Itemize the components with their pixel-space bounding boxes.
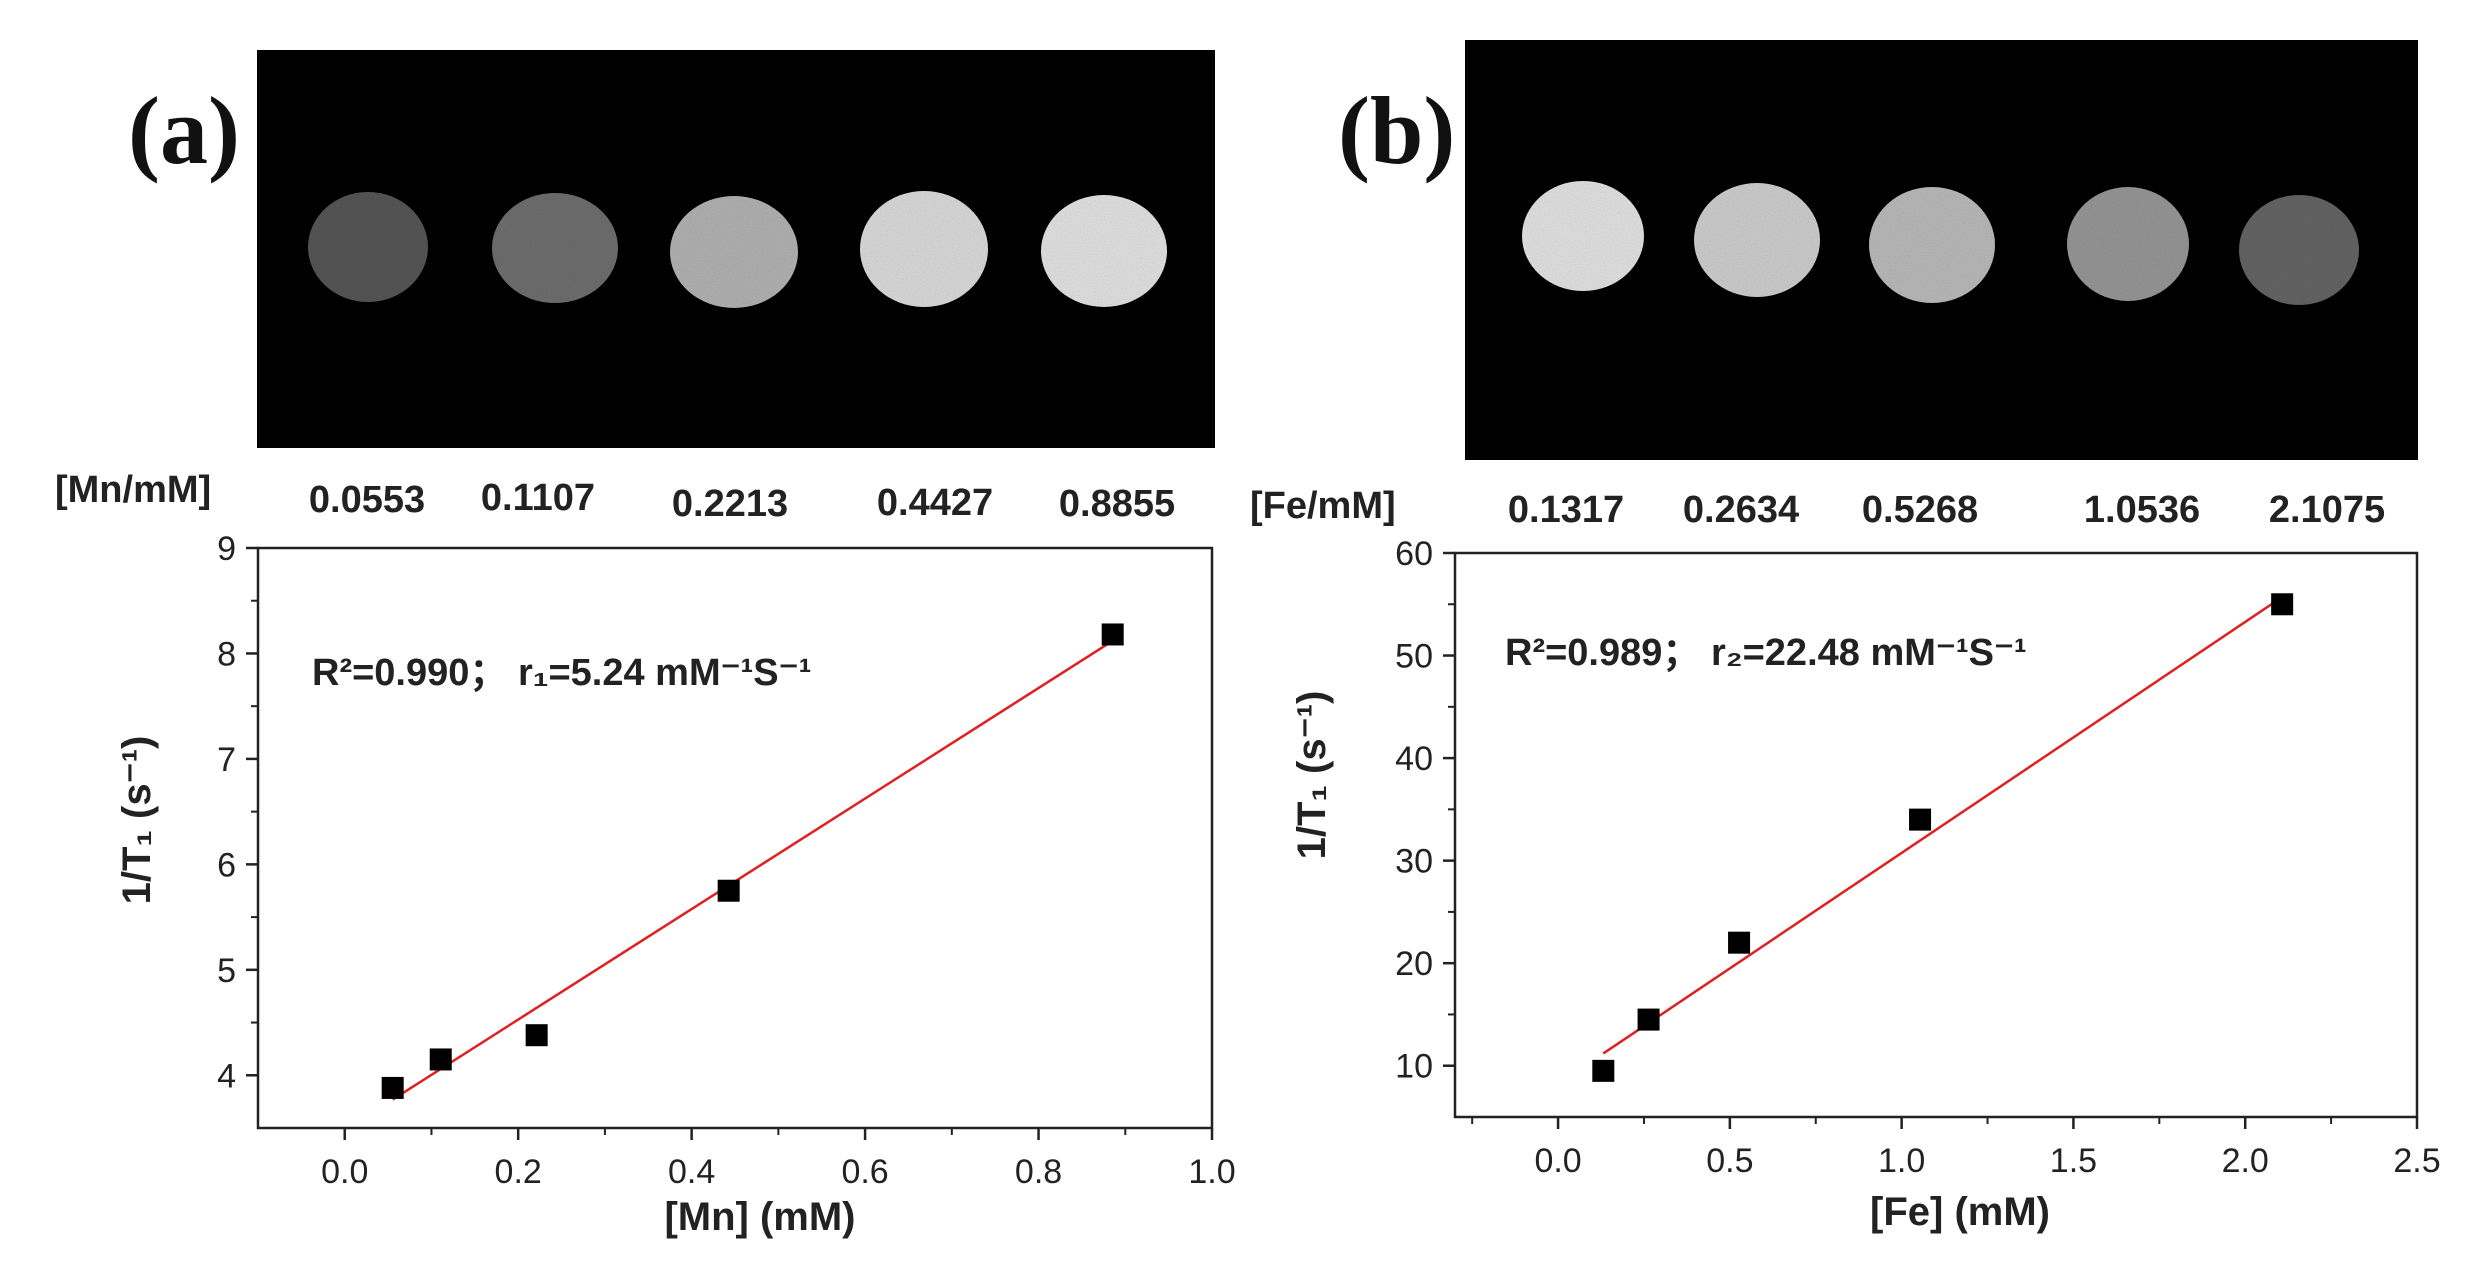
x-tick-label: 1.0	[1188, 1153, 1235, 1191]
x-tick-label: 0.8	[1015, 1153, 1062, 1191]
y-tick-label: 50	[1395, 638, 1433, 676]
phantom-texture	[1694, 183, 1820, 297]
mri-phantom-image-a	[257, 50, 1215, 448]
concentration-value: 0.0553	[309, 479, 425, 521]
y-tick-label: 30	[1395, 843, 1433, 881]
data-point	[429, 1048, 452, 1071]
mri-phantom-image-b	[1465, 40, 2418, 460]
fit-annotation: R²=0.990； r₁=5.24 mM⁻¹S⁻¹	[312, 652, 811, 694]
x-tick-label: 0.0	[321, 1153, 368, 1191]
x-tick-label: 0.5	[1706, 1142, 1753, 1180]
y-axis-label: 1/T₁ (s⁻¹)	[115, 736, 159, 905]
data-point	[717, 879, 740, 902]
fit-line	[392, 639, 1114, 1101]
data-point	[1101, 623, 1124, 646]
concentration-value: 0.1317	[1508, 489, 1624, 531]
concentration-row-b: [Fe/mM] 0.1317 0.2634 0.5268 1.0536 2.10…	[1250, 485, 2385, 531]
phantom-texture	[2067, 187, 2189, 301]
concentration-value: 0.2634	[1683, 489, 1799, 531]
data-point	[1592, 1059, 1615, 1082]
y-tick-label: 40	[1395, 740, 1433, 778]
concentration-row-a: [Mn/mM] 0.0553 0.1107 0.2213 0.4427 0.88…	[55, 469, 1175, 525]
concentration-value: 0.8855	[1059, 483, 1175, 525]
x-tick-label: 2.5	[2393, 1142, 2440, 1180]
y-axis-label: 1/T₁ (s⁻¹)	[1290, 691, 1334, 860]
chart-b: 0.0 0.5 1.0 1.5 2.0 2.5 10 20 30 40 50 60 R²=0.989…	[1290, 535, 2441, 1234]
x-tick-label: 0.4	[668, 1153, 715, 1191]
fit-line	[1602, 596, 2283, 1055]
x-tick-label: 0.2	[495, 1153, 542, 1191]
y-tick-label: 10	[1395, 1048, 1433, 1086]
y-tick-label: 8	[217, 635, 236, 673]
phantom-texture	[308, 192, 428, 302]
x-tick-label: 1.0	[1878, 1142, 1925, 1180]
phantom-texture	[860, 191, 988, 307]
x-axis-label: [Mn] (mM)	[664, 1195, 855, 1239]
data-point	[1637, 1008, 1660, 1031]
panel-b-label: (b)	[1338, 77, 1455, 184]
fit-annotation: R²=0.989； r₂=22.48 mM⁻¹S⁻¹	[1505, 632, 2027, 674]
concentration-value: 2.1075	[2269, 489, 2385, 531]
concentration-header-a: [Mn/mM]	[55, 469, 211, 511]
data-point	[2271, 593, 2294, 616]
phantom-texture	[670, 196, 798, 308]
x-tick-label: 1.5	[2050, 1142, 2097, 1180]
y-tick-label: 9	[217, 530, 236, 568]
y-tick-label: 7	[217, 741, 236, 779]
y-tick-label: 60	[1395, 535, 1433, 573]
y-tick-label: 20	[1395, 945, 1433, 983]
phantom-texture	[1041, 195, 1167, 307]
x-tick-label: 0.6	[841, 1153, 888, 1191]
phantom-texture	[1869, 187, 1995, 303]
phantom-texture	[1522, 181, 1644, 291]
data-point	[1909, 808, 1932, 831]
concentration-value: 0.2213	[672, 483, 788, 525]
concentration-header-b: [Fe/mM]	[1250, 485, 1396, 527]
plot-frame	[1453, 551, 2419, 1119]
y-tick-label: 5	[217, 952, 236, 990]
chart-a: 0.0 0.2 0.4 0.6 0.8 1.0 4 5 6 7 8 9 R²=0.990； r₁=5…	[115, 530, 1236, 1239]
data-point	[1728, 931, 1751, 954]
y-tick-label: 4	[217, 1057, 236, 1095]
concentration-value: 1.0536	[2084, 489, 2200, 531]
x-axis-label: [Fe] (mM)	[1870, 1190, 2050, 1234]
concentration-value: 0.1107	[481, 477, 595, 519]
panel-a-label: (a)	[128, 77, 240, 184]
phantom-texture	[2239, 195, 2359, 305]
data-point	[381, 1076, 404, 1099]
data-point	[525, 1024, 548, 1047]
phantom-texture	[492, 193, 618, 303]
concentration-value: 0.4427	[877, 482, 993, 524]
x-tick-label: 0.0	[1534, 1142, 1581, 1180]
plot-frame	[256, 546, 1214, 1130]
concentration-value: 0.5268	[1862, 489, 1978, 531]
x-tick-label: 2.0	[2222, 1142, 2269, 1180]
y-tick-label: 6	[217, 846, 236, 884]
